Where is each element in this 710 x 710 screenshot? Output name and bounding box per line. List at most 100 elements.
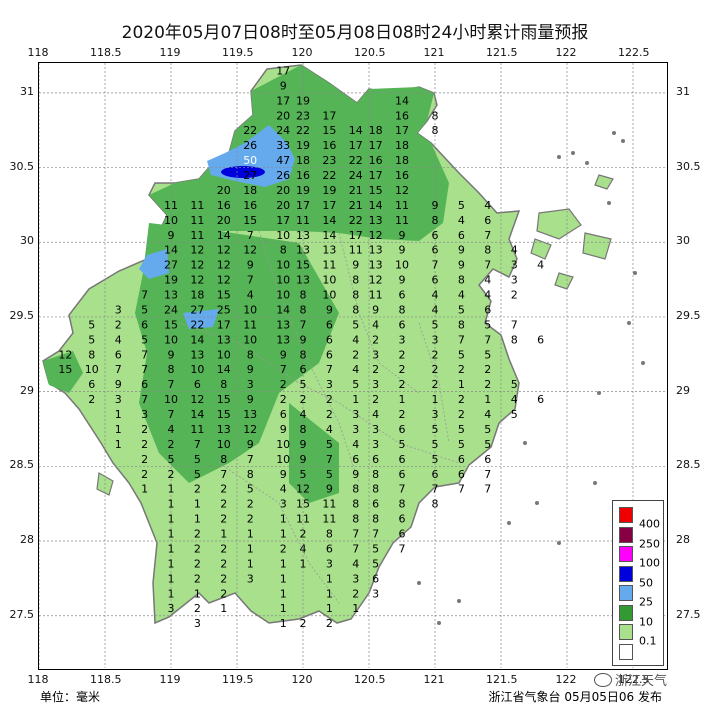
rainfall-value: 16 (243, 199, 257, 212)
rainfall-value: 24 (164, 303, 178, 316)
rainfall-value: 12 (217, 274, 231, 287)
rainfall-value: 9 (247, 363, 254, 376)
rainfall-value: 2 (247, 498, 254, 511)
rainfall-value: 5 (300, 378, 307, 391)
rainfall-value: 3 (326, 378, 333, 391)
lon-tick-bottom: 122.5 (618, 673, 650, 686)
rainfall-value: 9 (280, 79, 287, 92)
rainfall-value: 2 (247, 513, 254, 526)
rainfall-value: 8 (300, 289, 307, 302)
rainfall-value: 8 (168, 363, 175, 376)
rainfall-value: 4 (484, 199, 491, 212)
rainfall-value: 4 (372, 408, 379, 421)
rainfall-value: 6 (458, 468, 465, 481)
rainfall-value: 12 (190, 393, 204, 406)
rainfall-value: 17 (276, 94, 290, 107)
rainfall-value: 7 (141, 393, 148, 406)
rainfall-value: 11 (190, 423, 204, 436)
rainfall-value: 1 (326, 602, 333, 615)
rainfall-value: 2 (220, 557, 227, 570)
legend-label: 400 (639, 517, 660, 531)
rainfall-value: 20 (276, 109, 290, 122)
rainfall-value: 18 (296, 154, 310, 167)
lat-tick-left: 29 (20, 383, 34, 397)
lat-tick-right: 30.5 (676, 159, 701, 173)
islands (96, 174, 614, 496)
rainfall-value: 6 (399, 318, 406, 331)
rainfall-value: 1 (194, 498, 201, 511)
rainfall-value: 5 (399, 438, 406, 451)
rainfall-value: 13 (296, 229, 310, 242)
rainfall-value: 20 (276, 184, 290, 197)
rainfall-value: 2 (194, 542, 201, 555)
rainfall-value: 7 (432, 259, 439, 272)
rainfall-value: 3 (352, 423, 359, 436)
rainfall-value: 22 (243, 124, 257, 137)
rainfall-value: 8 (372, 483, 379, 496)
rainfall-value: 7 (141, 289, 148, 302)
rainfall-value: 8 (352, 303, 359, 316)
rainfall-value: 3 (280, 498, 287, 511)
rainfall-value: 9 (432, 199, 439, 212)
rainfall-value: 8 (352, 513, 359, 526)
rainfall-value: 3 (247, 378, 254, 391)
rainfall-value: 11 (190, 199, 204, 212)
rainfall-value: 10 (164, 333, 178, 346)
rainfall-value: 10 (190, 363, 204, 376)
rainfall-value: 3 (511, 259, 518, 272)
rainfall-value: 19 (296, 184, 310, 197)
rainfall-value: 25 (217, 303, 231, 316)
wechat-icon (594, 672, 612, 687)
lat-tick-left: 28.5 (9, 458, 35, 472)
rainfall-value: 15 (296, 498, 310, 511)
rainfall-value: 15 (322, 124, 336, 137)
rainfall-value: 1 (168, 572, 175, 585)
rainfall-value: 4 (458, 289, 465, 302)
rainfall-value: 9 (300, 438, 307, 451)
rainfall-value: 10 (276, 453, 290, 466)
rainfall-value: 5 (194, 453, 201, 466)
rainfall-value: 11 (322, 498, 336, 511)
rainfall-value: 6 (141, 318, 148, 331)
lon-tick-bottom: 120 (291, 673, 313, 686)
rainfall-value: 4 (484, 274, 491, 287)
rainfall-value: 9 (247, 259, 254, 272)
legend-label: 25 (639, 595, 653, 609)
rainfall-value: 1 (352, 393, 359, 406)
lon-tick-bottom: 118 (27, 673, 49, 686)
rainfall-value: 7 (399, 542, 406, 555)
rainfall-value: 1 (220, 602, 227, 615)
rainfall-value: 22 (190, 318, 204, 331)
rainfall-value: 12 (217, 259, 231, 272)
rainfall-value: 9 (247, 438, 254, 451)
rainfall-value: 2 (220, 572, 227, 585)
rainfall-value: 7 (326, 363, 333, 376)
rainfall-value: 7 (484, 229, 491, 242)
rainfall-value: 5 (458, 303, 465, 316)
rainfall-value: 1 (280, 513, 287, 526)
rainfall-value: 3 (141, 408, 148, 421)
rainfall-value: 1 (247, 542, 254, 555)
rainfall-value: 3 (247, 572, 254, 585)
rainfall-value: 3 (432, 333, 439, 346)
watermark: 浙江天气 (594, 670, 667, 689)
rainfall-value: 1 (168, 498, 175, 511)
rainfall-value: 6 (352, 453, 359, 466)
rainfall-value: 6 (399, 423, 406, 436)
rainfall-value: 2 (372, 393, 379, 406)
rainfall-value: 6 (194, 378, 201, 391)
rainfall-value: 2 (168, 468, 175, 481)
rainfall-value: 10 (276, 259, 290, 272)
rainfall-value: 6 (326, 333, 333, 346)
rainfall-value: 2 (141, 423, 148, 436)
rainfall-value: 4 (458, 214, 465, 227)
rainfall-value: 8 (399, 498, 406, 511)
rainfall-value: 7 (484, 483, 491, 496)
rainfall-value: 3 (372, 423, 379, 436)
rainfall-value: 5 (88, 333, 95, 346)
legend-swatch (619, 546, 633, 562)
rainfall-value: 6 (537, 333, 544, 346)
rainfall-value: 13 (190, 348, 204, 361)
rainfall-value: 12 (190, 274, 204, 287)
rainfall-value: 17 (217, 318, 231, 331)
